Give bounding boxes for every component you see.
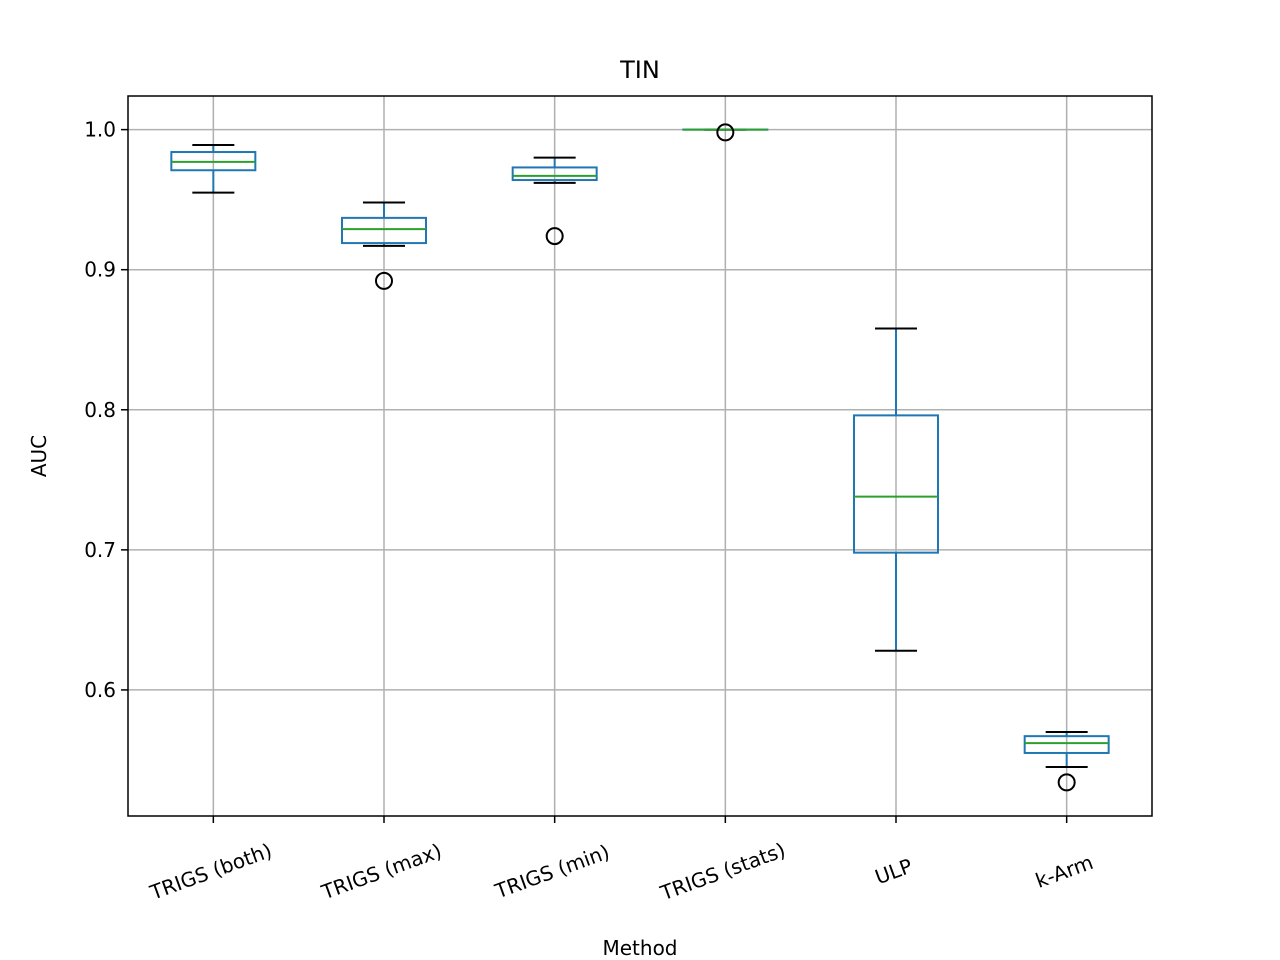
plot-frame — [127, 95, 1153, 817]
iqr-box — [341, 216, 427, 245]
outlier-point — [545, 227, 564, 246]
x-tick-label: ULP — [872, 854, 916, 889]
box-layer — [170, 123, 1110, 792]
x-axis-label: Method — [602, 936, 677, 960]
y-axis-label: AUC — [27, 435, 51, 477]
box-trigs-both — [170, 144, 257, 194]
box-trigs-max — [341, 201, 427, 290]
iqr-box — [1023, 735, 1110, 754]
y-tick-label: 0.9 — [84, 258, 116, 282]
box-trigs-stats — [682, 123, 769, 142]
y-tick-label: 0.7 — [84, 538, 116, 562]
iqr-box — [853, 414, 939, 554]
x-tick-label: TRIGS (max) — [317, 839, 444, 905]
outlier-point — [1057, 773, 1076, 792]
outlier-point — [375, 271, 393, 290]
chart-title: TIN — [619, 56, 660, 84]
axes-layer: 0.6 0.7 0.8 0.9 1.0 TRIGS (both) TRIGS (max) TR… — [84, 95, 1153, 906]
x-tick-label: TRIGS (min) — [491, 840, 613, 904]
x-tick-label: TRIGS (stats) — [656, 838, 788, 906]
x-tick-label: k-Arm — [1032, 850, 1096, 893]
y-tick-label: 1.0 — [84, 118, 116, 142]
box-trigs-min — [511, 156, 598, 246]
y-tick-label: 0.8 — [84, 398, 116, 422]
y-tick-label: 0.6 — [84, 678, 116, 702]
outlier-point — [716, 123, 735, 142]
x-tick-label: TRIGS (both) — [146, 838, 275, 905]
box-ulp — [853, 327, 939, 652]
box-k-arm — [1023, 730, 1110, 792]
iqr-box — [511, 166, 598, 182]
grid-layer — [128, 96, 1152, 816]
